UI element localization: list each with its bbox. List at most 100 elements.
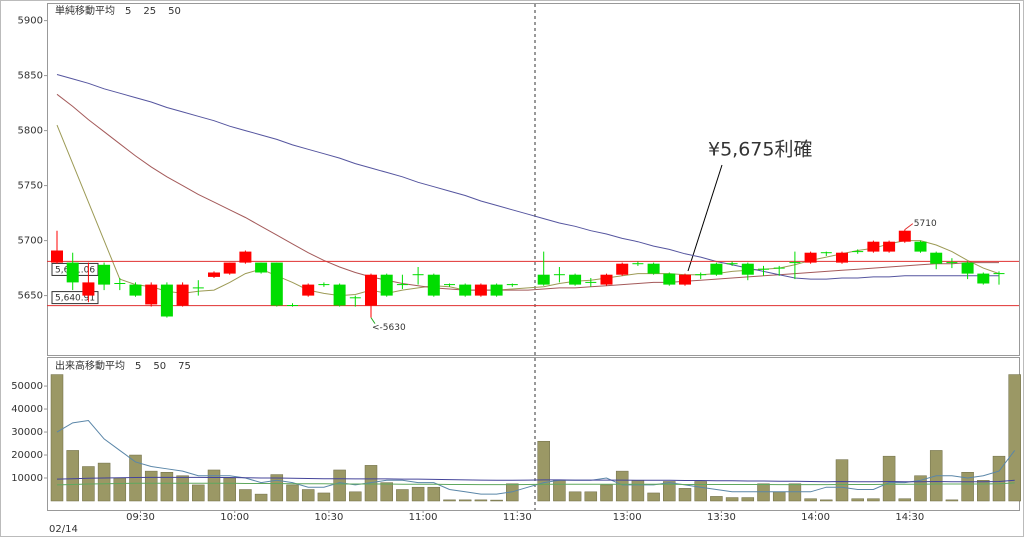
- x-tick-label: 14:00: [801, 512, 830, 523]
- volume-bar: [113, 477, 127, 502]
- x-tick-label: 11:00: [409, 512, 438, 523]
- candle-body: [160, 284, 173, 317]
- volume-bar: [788, 483, 802, 502]
- candle-body: [66, 262, 79, 283]
- candle-body: [208, 272, 220, 277]
- volume-bar: [176, 475, 189, 502]
- candle-body: [427, 274, 440, 296]
- price-label: 5,640.91: [55, 294, 95, 304]
- x-tick-label: 09:30: [126, 512, 155, 523]
- candle-body: [365, 274, 377, 306]
- volume-bar: [1008, 374, 1021, 502]
- candle-body: [616, 263, 629, 275]
- candle-body: [333, 284, 346, 306]
- volume-bar: [741, 497, 755, 502]
- volume-bar: [710, 496, 723, 502]
- y-tick-label: 5850: [18, 71, 43, 82]
- annotation: <-5630: [372, 323, 406, 333]
- candle-body: [176, 284, 189, 306]
- candle-body: [600, 274, 613, 285]
- ma-line: [56, 482, 1015, 486]
- candle-body: [490, 284, 503, 296]
- legend-entry: 5: [125, 6, 131, 17]
- volume-bar: [725, 497, 739, 502]
- volume-bar: [820, 499, 833, 502]
- annotation-pointer: [370, 317, 376, 324]
- volume-bar: [537, 440, 550, 502]
- candle-body: [836, 252, 848, 263]
- volume-bar: [631, 480, 645, 502]
- x-tick-label: 11:30: [503, 512, 532, 523]
- volume-bar: [97, 462, 111, 502]
- candle-body: [883, 241, 896, 252]
- volume-bar: [961, 472, 974, 502]
- y-tick-label: 5700: [18, 236, 43, 247]
- x-tick-label: 10:30: [314, 512, 343, 523]
- candle-body: [82, 282, 95, 296]
- volume-bar: [867, 498, 880, 502]
- date-label: 02/14: [49, 524, 78, 535]
- candle-body: [239, 251, 252, 263]
- candle-body: [679, 274, 691, 285]
- volume-bar: [192, 484, 205, 502]
- volume-bar: [977, 480, 990, 502]
- ma-line: [56, 93, 999, 291]
- volume-bar: [144, 470, 158, 502]
- x-tick-label: 13:30: [707, 512, 736, 523]
- candle-body: [270, 262, 283, 306]
- legend-entry: 50: [153, 361, 166, 372]
- candle-body: [647, 263, 660, 274]
- ma-line: [56, 74, 999, 280]
- candle-body: [914, 241, 927, 252]
- candle-body: [255, 262, 268, 273]
- volume-bar: [301, 489, 315, 502]
- volume-bar: [458, 499, 472, 502]
- volume-bar: [254, 493, 268, 502]
- volume-bar: [804, 498, 817, 502]
- annotation-pointer: [904, 223, 914, 231]
- y-tick-label: 40000: [11, 404, 43, 415]
- y-tick-label: 10000: [11, 473, 43, 484]
- volume-bar: [411, 486, 425, 502]
- candle-body: [867, 241, 880, 252]
- candle-body: [663, 273, 676, 285]
- candle-body: [741, 263, 754, 275]
- volume-bar: [615, 470, 629, 502]
- volume-bar: [239, 489, 252, 502]
- y-tick-label: 50000: [11, 381, 43, 392]
- y-tick-label: 30000: [11, 427, 43, 438]
- candle-body: [223, 262, 236, 274]
- volume-bar: [647, 492, 660, 502]
- volume-bar: [568, 491, 582, 502]
- y-tick-label: 5650: [18, 291, 43, 302]
- volume-bar: [317, 492, 331, 502]
- candle-body: [961, 262, 974, 274]
- candle-body: [977, 273, 990, 284]
- legend-entry: 5: [135, 361, 141, 372]
- legend-entry: 50: [168, 6, 181, 17]
- y-tick-label: 5750: [18, 181, 43, 192]
- candle-body: [98, 264, 111, 285]
- callout: ¥5,675利確: [708, 139, 812, 161]
- candle-body: [129, 284, 142, 296]
- volume-bar: [490, 499, 503, 502]
- candle-body: [804, 252, 817, 263]
- legend-entry: 25: [143, 6, 156, 17]
- volume-bar: [678, 488, 692, 502]
- volume-bar: [333, 469, 346, 502]
- candle-body: [898, 230, 911, 242]
- x-tick-label: 14:30: [895, 512, 924, 523]
- volume-bar: [286, 484, 299, 502]
- volume-bar: [898, 498, 912, 502]
- volume-bar: [945, 499, 959, 502]
- candle-body: [380, 274, 393, 296]
- volume-bar: [663, 481, 676, 502]
- volume-bar: [757, 483, 770, 502]
- volume-bar: [50, 374, 64, 502]
- volume-bar: [851, 498, 864, 502]
- volume-bar: [207, 469, 221, 502]
- callout-arrow: [687, 164, 723, 272]
